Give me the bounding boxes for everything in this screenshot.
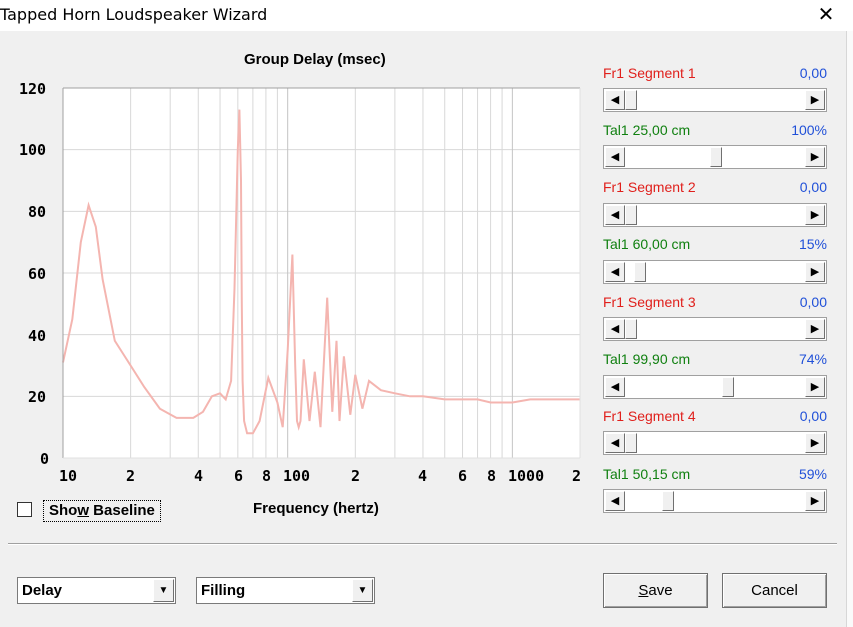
series-line	[62, 109, 580, 435]
y-tick-label: 60	[28, 265, 47, 283]
tal-2-scrollbar[interactable]: ◀ ▶	[603, 260, 827, 284]
filling-dropdown-value: Filling	[201, 582, 246, 599]
segment-1-value: 0,00	[799, 65, 827, 81]
scroll-right-icon[interactable]: ▶	[805, 377, 825, 397]
scroll-thumb[interactable]	[722, 377, 734, 397]
scroll-right-icon[interactable]: ▶	[805, 205, 825, 225]
segment-2-label: Fr1 Segment 2	[603, 179, 696, 195]
window-edge	[846, 31, 853, 627]
x-tick-label: 2	[572, 467, 582, 485]
x-tick-label: 8	[487, 467, 497, 485]
segment-4-value: 0,00	[799, 408, 827, 424]
delay-dropdown-value: Delay	[22, 582, 63, 599]
segment-1-label: Fr1 Segment 1	[603, 65, 696, 81]
show-baseline-label[interactable]: Show Baseline	[43, 500, 161, 522]
scroll-thumb[interactable]	[625, 90, 637, 110]
delay-dropdown[interactable]: Delay ▼	[17, 577, 176, 604]
y-tick-label: 0	[40, 450, 50, 468]
chevron-down-icon[interactable]: ▼	[352, 579, 373, 602]
chart-title: Group Delay (msec)	[244, 51, 386, 68]
y-tick-label: 80	[28, 203, 47, 221]
x-tick-label: 1000	[508, 467, 545, 485]
segment-2-scrollbar[interactable]: ◀ ▶	[603, 203, 827, 227]
chevron-down-icon[interactable]: ▼	[153, 579, 174, 602]
tal-1-value: 100%	[791, 122, 827, 138]
x-tick-label: 4	[418, 467, 428, 485]
y-tick-label: 20	[28, 388, 47, 406]
scroll-thumb[interactable]	[634, 262, 646, 282]
segment-4-label: Fr1 Segment 4	[603, 408, 696, 424]
x-tick-label: 10	[59, 467, 78, 485]
tal-4-value: 59%	[798, 466, 827, 482]
scroll-right-icon[interactable]: ▶	[805, 262, 825, 282]
scroll-left-icon[interactable]: ◀	[605, 205, 625, 225]
tal-1-scrollbar[interactable]: ◀ ▶	[603, 145, 827, 169]
x-tick-label: 6	[234, 467, 244, 485]
scroll-right-icon[interactable]: ▶	[805, 147, 825, 167]
tal-4-scrollbar[interactable]: ◀ ▶	[603, 489, 827, 513]
x-tick-label: 2	[126, 467, 136, 485]
scroll-left-icon[interactable]: ◀	[605, 491, 625, 511]
scroll-left-icon[interactable]: ◀	[605, 377, 625, 397]
scroll-left-icon[interactable]: ◀	[605, 90, 625, 110]
scroll-right-icon[interactable]: ▶	[805, 319, 825, 339]
x-tick-label: 6	[458, 467, 468, 485]
scroll-left-icon[interactable]: ◀	[605, 262, 625, 282]
segment-3-label: Fr1 Segment 3	[603, 294, 696, 310]
tal-2-value: 15%	[798, 236, 827, 252]
scroll-right-icon[interactable]: ▶	[805, 433, 825, 453]
tal-4-label: Tal1 50,15 cm	[603, 466, 691, 482]
segment-4-scrollbar[interactable]: ◀ ▶	[603, 431, 827, 455]
show-baseline-checkbox[interactable]	[17, 502, 32, 517]
close-icon[interactable]: ✕	[817, 2, 835, 26]
segment-2-value: 0,00	[799, 179, 827, 195]
scroll-thumb[interactable]	[662, 491, 674, 511]
x-tick-label: 4	[194, 467, 204, 485]
group-delay-plot	[62, 87, 581, 459]
x-tick-label: 100	[283, 467, 311, 485]
segment-3-value: 0,00	[799, 294, 827, 310]
tal-3-label: Tal1 99,90 cm	[603, 351, 691, 367]
scroll-left-icon[interactable]: ◀	[605, 319, 625, 339]
scroll-left-icon[interactable]: ◀	[605, 147, 625, 167]
x-tick-label: 8	[262, 467, 272, 485]
y-tick-label: 120	[19, 80, 47, 98]
scroll-thumb[interactable]	[625, 433, 637, 453]
tal-3-scrollbar[interactable]: ◀ ▶	[603, 375, 827, 399]
y-tick-label: 40	[28, 327, 47, 345]
y-tick-label: 100	[19, 141, 47, 159]
x-tick-label: 2	[351, 467, 361, 485]
scroll-thumb[interactable]	[710, 147, 722, 167]
segment-1-scrollbar[interactable]: ◀ ▶	[603, 88, 827, 112]
scroll-right-icon[interactable]: ▶	[805, 90, 825, 110]
title-bar: Tapped Horn Loudspeaker Wizard ✕	[0, 0, 853, 31]
save-button[interactable]: Save	[603, 573, 708, 608]
cancel-button[interactable]: Cancel	[722, 573, 827, 608]
scroll-thumb[interactable]	[625, 205, 637, 225]
x-axis-label: Frequency (hertz)	[253, 500, 379, 517]
tal-1-label: Tal1 25,00 cm	[603, 122, 691, 138]
filling-dropdown[interactable]: Filling ▼	[196, 577, 375, 604]
window-title: Tapped Horn Loudspeaker Wizard	[0, 5, 268, 24]
scroll-thumb[interactable]	[625, 319, 637, 339]
tal-2-label: Tal1 60,00 cm	[603, 236, 691, 252]
scroll-right-icon[interactable]: ▶	[805, 491, 825, 511]
segment-3-scrollbar[interactable]: ◀ ▶	[603, 317, 827, 341]
tal-3-value: 74%	[798, 351, 827, 367]
scroll-left-icon[interactable]: ◀	[605, 433, 625, 453]
divider	[8, 543, 837, 545]
